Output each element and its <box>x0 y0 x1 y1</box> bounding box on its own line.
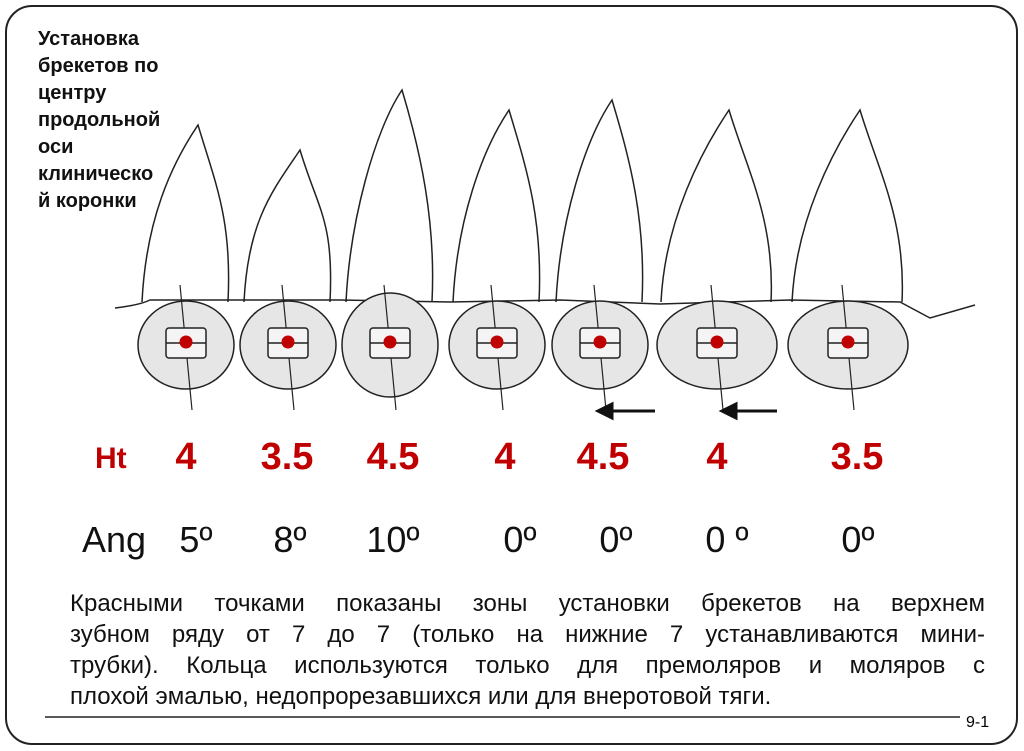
ang-value: 10º <box>366 519 419 560</box>
ht-value: 4 <box>706 436 727 478</box>
title: Установка брекетов по центру продольной оси к… <box>38 26 160 215</box>
title-line: продольной <box>38 109 161 131</box>
tooth-root <box>660 108 773 303</box>
title-line: Установка <box>38 28 139 50</box>
bracket-point <box>383 335 397 349</box>
tooth-root <box>345 88 434 303</box>
bracket-point <box>179 335 193 349</box>
title-line: центру <box>38 82 107 104</box>
description: Красными точками показаны зоны установки… <box>70 588 985 712</box>
tooth-root <box>791 108 904 303</box>
ang-value: 5º <box>179 519 212 560</box>
ang-label: Ang <box>82 519 146 560</box>
bracket-point <box>593 335 607 349</box>
ht-value: 4.5 <box>367 436 420 478</box>
title-line: клиническо <box>38 163 154 185</box>
ang-value: 8º <box>273 519 306 560</box>
tooth-root <box>243 148 332 303</box>
ht-value: 4.5 <box>577 436 630 478</box>
teeth <box>114 88 976 411</box>
tooth-root <box>452 108 541 303</box>
ht-value: 4 <box>494 436 515 478</box>
ht-value: 4 <box>175 436 196 478</box>
title-line: оси <box>38 136 74 158</box>
gum-line <box>114 299 976 319</box>
description-line: Красными точками показаны зоны установки… <box>70 590 985 617</box>
ht-value: 3.5 <box>261 436 314 478</box>
tooth-root <box>141 123 230 303</box>
description-line: трубки). Кольца используются только для … <box>70 652 985 679</box>
ang-value: 0º <box>841 519 874 560</box>
tooth-root <box>555 98 644 303</box>
ht-label: Ht <box>95 442 127 475</box>
frame <box>5 5 1018 745</box>
bracket-point <box>710 335 724 349</box>
title-line: й коронки <box>38 190 137 212</box>
title-line: брекетов по <box>38 55 159 77</box>
ht-value: 3.5 <box>831 436 884 478</box>
ang-value: 0º <box>599 519 632 560</box>
bracket-point <box>490 335 504 349</box>
page-number: 9-1 <box>966 714 990 731</box>
bracket-point <box>281 335 295 349</box>
ang-value: 0 º <box>705 519 748 560</box>
bracket-point <box>841 335 855 349</box>
description-line: зубном ряду от 7 до 7 (только на нижние … <box>70 621 985 648</box>
description-line: плохой эмалью, недопрорезавшихся или для… <box>70 683 772 710</box>
ang-value: 0º <box>503 519 536 560</box>
arrows <box>594 401 777 421</box>
